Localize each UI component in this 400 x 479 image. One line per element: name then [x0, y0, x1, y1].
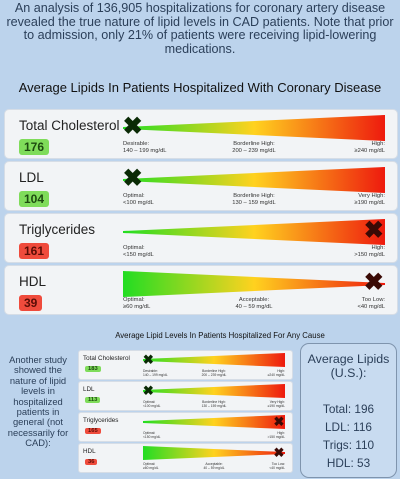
- lipid-value: 104: [19, 191, 50, 207]
- range-label: Optimal: <100 mg/dL: [123, 193, 154, 206]
- lipid-gradient: [123, 271, 385, 297]
- range-label: Very High: ≥190 mg/dL: [267, 400, 285, 408]
- range-label: Too Low: <40 mg/dL: [269, 462, 285, 470]
- lipid-row: LDL 113 ✖ Optimal: <100 mg/dL Borderline High…: [78, 381, 293, 411]
- lipid-value: 176: [19, 139, 50, 155]
- lipid-value: 36: [85, 459, 98, 465]
- range-label: Optimal: <150 mg/dL: [123, 245, 154, 258]
- range-label: Optimal: <150 mg/dL: [143, 431, 161, 439]
- lipid-row: Total Cholesterol 176 ✖ Desirable: 140 – 199…: [4, 109, 398, 159]
- lipid-name: LDL: [19, 170, 44, 185]
- intro-text: An analysis of 136,905 hospitalizations …: [6, 1, 394, 56]
- average-trigs: Trigs: 110: [322, 438, 375, 452]
- lipid-name: Triglycerides: [19, 222, 96, 237]
- x-mark-icon: ✖: [122, 165, 143, 192]
- lipid-gradient: [123, 167, 385, 193]
- lipid-row: Triglycerides 165 ✖ Optimal: <150 mg/dL High:…: [78, 412, 293, 442]
- range-label: Desirable: 140 – 199 mg/dL: [143, 369, 168, 377]
- average-hdl: HDL: 53: [326, 456, 371, 470]
- lipid-name: Total Cholesterol: [83, 355, 130, 362]
- lipid-gradient: [123, 219, 385, 245]
- lipid-gradient: [123, 115, 385, 141]
- x-mark-icon: ✖: [273, 445, 285, 460]
- x-mark-icon: ✖: [363, 269, 384, 296]
- average-lipids-title: Average Lipids (U.S.):: [307, 352, 390, 380]
- lipid-value: 165: [85, 428, 101, 434]
- range-label: Too Low: <40 mg/dL: [357, 297, 385, 310]
- x-mark-icon: ✖: [142, 383, 154, 398]
- range-label: Borderline High: 200 – 239 mg/dL: [232, 141, 276, 154]
- range-label: Borderline High: 200 – 239 mg/dL: [201, 369, 227, 377]
- lipid-name: LDL: [83, 386, 95, 393]
- lipid-value: 161: [19, 243, 50, 259]
- average-ldl: LDL: 116: [324, 420, 372, 434]
- lipid-name: HDL: [83, 448, 96, 455]
- x-mark-icon: ✖: [273, 414, 285, 429]
- lipid-row: Total Cholesterol 183 ✖ Desirable: 140 – 199…: [78, 350, 293, 380]
- lipid-name: Total Cholesterol: [19, 118, 120, 133]
- lipid-row: HDL 36 ✖ Optimal: ≥60 mg/dL Acceptable: 40 – 5…: [78, 443, 293, 473]
- range-label: Optimal: ≥60 mg/dL: [143, 462, 159, 470]
- lipid-gradient: [143, 384, 285, 398]
- lipid-value: 113: [85, 397, 101, 403]
- range-label: High: ≥240 mg/dL: [267, 369, 285, 377]
- range-label: Optimal: <100 mg/dL: [143, 400, 161, 408]
- range-label: Acceptable: 40 – 59 mg/dL: [235, 297, 273, 310]
- range-label: High: >150 mg/dL: [354, 245, 385, 258]
- range-label: Desirable: 140 – 199 mg/dL: [123, 141, 167, 154]
- range-label: Optimal: ≥60 mg/dL: [123, 297, 151, 310]
- lipid-gradient: [143, 353, 285, 367]
- lipid-name: HDL: [19, 274, 47, 289]
- lipid-gradient: [143, 415, 285, 429]
- lipid-row: LDL 104 ✖ Optimal: <100 mg/dL Borderline High…: [4, 161, 398, 211]
- lipid-row: HDL 39 ✖ Optimal: ≥60 mg/dL Acceptable: 40 – 5…: [4, 265, 398, 315]
- x-mark-icon: ✖: [363, 217, 384, 244]
- lipid-name: Triglycerides: [83, 417, 119, 424]
- lipid-value: 183: [85, 366, 101, 372]
- range-label: Acceptable: 40 – 59 mg/dL: [203, 462, 225, 470]
- range-label: High: ≥240 mg/dL: [354, 141, 385, 154]
- x-mark-icon: ✖: [142, 352, 154, 367]
- average-lipids-box: Average Lipids (U.S.): Total: 196 LDL: 1…: [300, 343, 397, 478]
- side-note: Another study showed the nature of lipid…: [7, 354, 69, 449]
- range-label: Borderline High: 130 – 159 mg/dL: [232, 193, 276, 206]
- main-chart-title: Average Lipids In Patients Hospitalized …: [18, 80, 382, 95]
- range-label: Very High: ≥190 mg/dL: [354, 193, 385, 206]
- average-total: Total: 196: [322, 402, 375, 416]
- range-label: High: >150 mg/dL: [267, 431, 285, 439]
- lipid-gradient: [143, 446, 285, 460]
- lipid-row: Triglycerides 161 ✖ Optimal: <150 mg/dL High:…: [4, 213, 398, 263]
- range-label: Borderline High: 130 – 159 mg/dL: [201, 400, 227, 408]
- second-chart-title: Average Lipid Levels In Patients Hospita…: [115, 331, 325, 340]
- x-mark-icon: ✖: [122, 113, 143, 140]
- lipid-value: 39: [19, 295, 43, 311]
